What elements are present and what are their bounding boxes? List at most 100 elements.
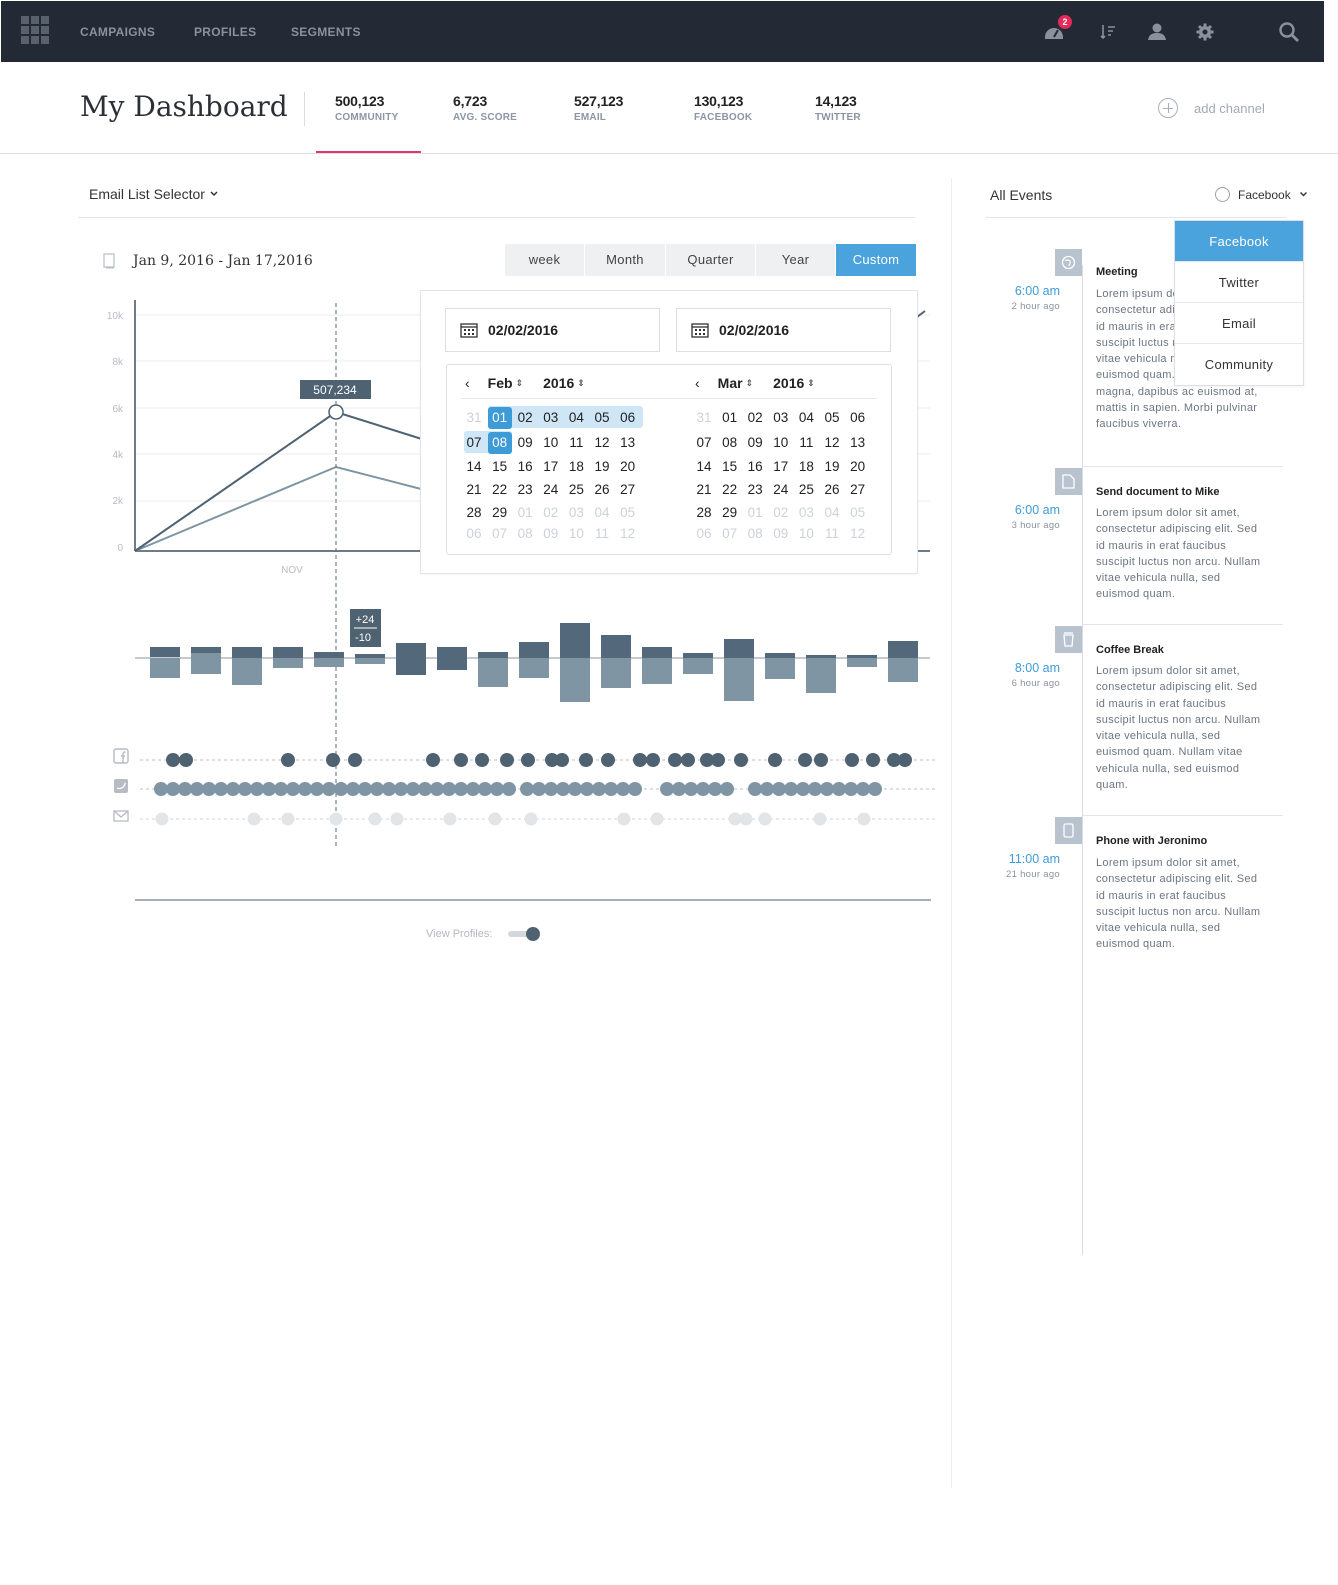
calendar-day[interactable]: 11 <box>569 435 584 450</box>
calendar-day[interactable]: 09 <box>543 526 559 541</box>
calendar-day[interactable]: 10 <box>568 526 584 541</box>
calendar-day[interactable]: 03 <box>798 505 814 520</box>
calendar-day[interactable]: 04 <box>568 410 584 425</box>
event-title[interactable]: Coffee Break <box>1096 644 1164 656</box>
calendar-day[interactable]: 04 <box>824 505 840 520</box>
filter-option-community[interactable]: Community <box>1204 357 1274 372</box>
calendar-day[interactable]: 23 <box>517 482 533 497</box>
calendar-day[interactable]: 14 <box>696 459 712 474</box>
prev-month-arrow-icon[interactable]: ‹ <box>695 375 700 391</box>
calendar-day[interactable]: 20 <box>850 459 866 474</box>
calendar-day[interactable]: 29 <box>722 505 738 520</box>
calendar-day[interactable]: 12 <box>850 526 866 541</box>
calendar-day[interactable]: 18 <box>568 459 584 474</box>
calendar-day[interactable]: 19 <box>824 459 840 474</box>
calendar-day[interactable]: 15 <box>492 459 508 474</box>
calendar-day[interactable]: 23 <box>747 482 763 497</box>
calendar-day[interactable]: 27 <box>620 482 636 497</box>
calendar-day[interactable]: 26 <box>594 482 610 497</box>
calendar-day[interactable]: 11 <box>799 435 814 450</box>
calendar-day[interactable]: 09 <box>773 526 789 541</box>
calendar-day[interactable]: 06 <box>466 526 482 541</box>
calendar-day[interactable]: 06 <box>850 410 866 425</box>
filter-option-twitter[interactable]: Twitter <box>1175 262 1303 303</box>
calendar-day[interactable]: 07 <box>722 526 738 541</box>
calendar-day[interactable]: 28 <box>696 505 712 520</box>
calendar-day[interactable]: 10 <box>798 526 814 541</box>
calendar-day[interactable]: 12 <box>594 435 610 450</box>
tab-week[interactable]: week <box>505 244 585 276</box>
calendar-day[interactable]: 05 <box>850 505 866 520</box>
nav-segments[interactable]: SEGMENTS <box>291 25 361 39</box>
event-title[interactable]: Meeting <box>1096 266 1138 278</box>
calendar-day[interactable]: 05 <box>594 410 610 425</box>
filter-option-facebook[interactable]: Facebook <box>1175 221 1303 262</box>
right-year-select[interactable]: 2016 <box>773 375 805 391</box>
add-channel-button[interactable]: add channel <box>1158 98 1265 118</box>
stat-avg-score[interactable]: 6,723 AVG. SCORE <box>453 93 517 123</box>
calendar-day[interactable]: 04 <box>594 505 610 520</box>
calendar-day[interactable]: 18 <box>798 459 814 474</box>
calendar-day[interactable]: 03 <box>543 410 559 425</box>
calendar-day[interactable]: 06 <box>696 526 712 541</box>
calendar-day[interactable]: 31 <box>696 410 712 425</box>
calendar-day[interactable]: 03 <box>773 410 789 425</box>
tab-year[interactable]: Year <box>756 244 836 276</box>
sort-icon[interactable] <box>1096 19 1120 45</box>
calendar-day[interactable]: 13 <box>850 435 866 450</box>
calendar-day[interactable]: 31 <box>466 410 482 425</box>
calendar-day[interactable]: 20 <box>620 459 636 474</box>
calendar-day[interactable]: 12 <box>824 435 840 450</box>
view-profiles-toggle[interactable] <box>508 926 542 942</box>
calendar-day[interactable]: 10 <box>773 435 789 450</box>
calendar-day[interactable]: 28 <box>466 505 482 520</box>
gear-icon[interactable] <box>1193 19 1217 45</box>
calendar-day[interactable]: 21 <box>696 482 712 497</box>
events-filter-select[interactable]: Facebook <box>1215 187 1308 202</box>
calendar-day[interactable]: 21 <box>466 482 482 497</box>
calendar-day[interactable]: 01 <box>487 407 512 429</box>
calendar-day[interactable]: 19 <box>594 459 610 474</box>
tab-quarter[interactable]: Quarter <box>666 244 756 276</box>
calendar-day[interactable]: 07 <box>492 526 508 541</box>
filter-option-email[interactable]: Email <box>1175 303 1303 344</box>
calendar-day[interactable]: 15 <box>722 459 738 474</box>
calendar-day[interactable]: 08 <box>487 432 512 454</box>
left-month-select[interactable]: Feb <box>487 375 513 391</box>
stat-email[interactable]: 527,123 EMAIL <box>574 93 623 123</box>
to-date-field[interactable]: 02/02/2016 <box>676 308 891 352</box>
calendar-day[interactable]: 09 <box>517 435 533 450</box>
calendar-day[interactable]: 16 <box>747 459 763 474</box>
calendar-day[interactable]: 07 <box>466 435 482 450</box>
calendar-day[interactable]: 04 <box>798 410 814 425</box>
search-icon[interactable] <box>1277 19 1301 45</box>
calendar-day[interactable]: 02 <box>747 410 763 425</box>
stat-community[interactable]: 500,123 COMMUNITY <box>335 93 398 123</box>
calendar-day[interactable]: 29 <box>492 505 508 520</box>
calendar-day[interactable]: 11 <box>824 526 839 541</box>
calendar-day[interactable]: 01 <box>747 505 763 520</box>
calendar-day[interactable]: 02 <box>773 505 789 520</box>
tab-month[interactable]: Month <box>585 244 666 276</box>
calendar-day[interactable]: 03 <box>568 505 584 520</box>
event-title[interactable]: Phone with Jeronimo <box>1096 835 1208 847</box>
calendar-day[interactable]: 05 <box>620 505 636 520</box>
calendar-day[interactable]: 09 <box>747 435 763 450</box>
calendar-day[interactable]: 10 <box>543 435 559 450</box>
tab-custom[interactable]: Custom <box>836 244 917 276</box>
calendar-day[interactable]: 05 <box>824 410 840 425</box>
calendar-day[interactable]: 25 <box>568 482 584 497</box>
event-title[interactable]: Send document to Mike <box>1096 486 1220 498</box>
apps-grid-icon[interactable] <box>21 16 49 44</box>
calendar-day[interactable]: 24 <box>543 482 559 497</box>
dashboard-gauge-icon[interactable] <box>1042 19 1066 45</box>
calendar-day[interactable]: 14 <box>466 459 482 474</box>
calendar-day[interactable]: 13 <box>620 435 636 450</box>
calendar-day[interactable]: 08 <box>517 526 533 541</box>
calendar-day[interactable]: 08 <box>747 526 763 541</box>
calendar-day[interactable]: 25 <box>798 482 814 497</box>
calendar-day[interactable]: 24 <box>773 482 789 497</box>
stat-twitter[interactable]: 14,123 TWITTER <box>815 93 861 123</box>
user-icon[interactable] <box>1145 19 1169 45</box>
calendar-day[interactable]: 27 <box>850 482 866 497</box>
